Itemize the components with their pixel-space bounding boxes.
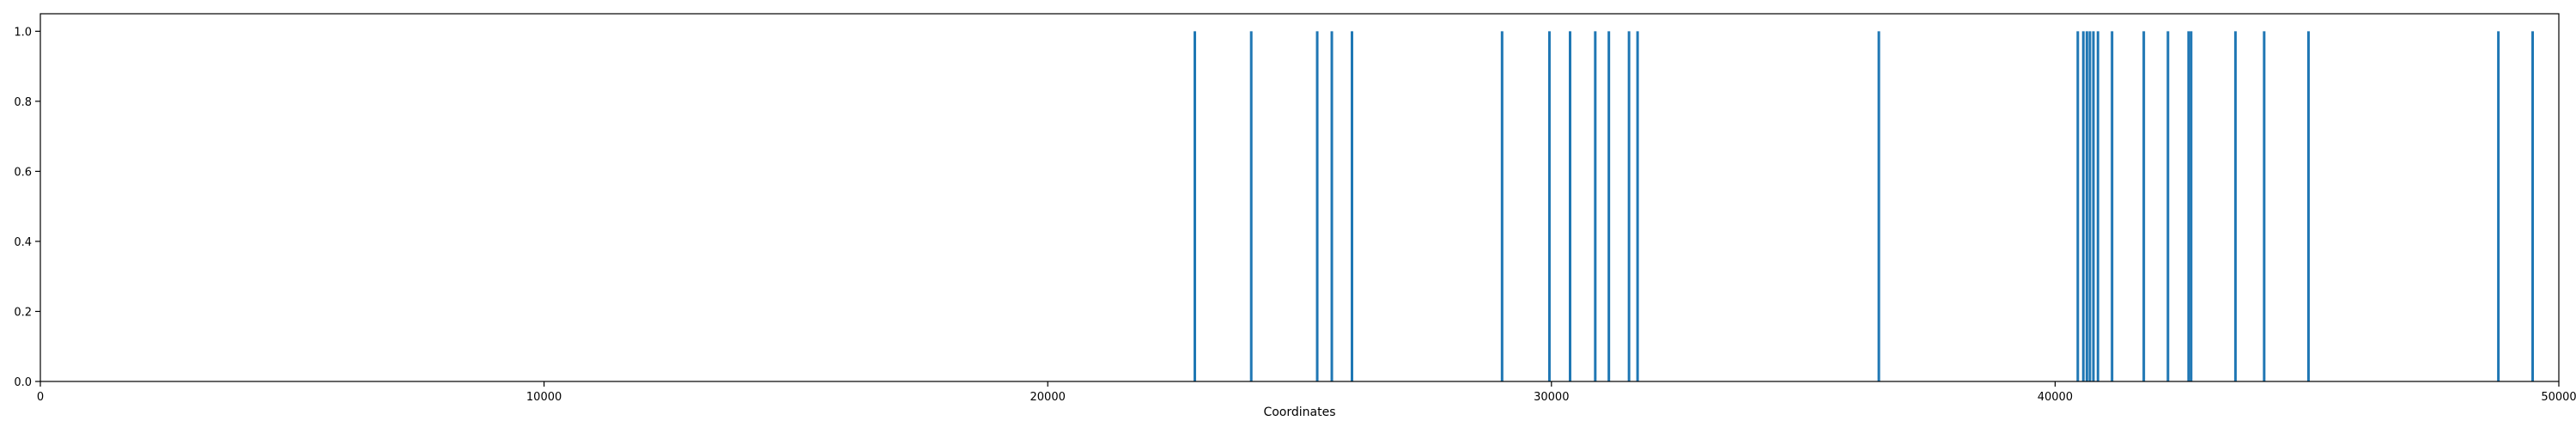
bar bbox=[2306, 31, 2310, 381]
bar bbox=[1315, 31, 1319, 381]
y-tick-label: 0.8 bbox=[14, 96, 32, 109]
bar bbox=[1547, 31, 1551, 381]
bar bbox=[1330, 31, 1334, 381]
y-axis-ticks: 0.0 0.2 0.4 0.6 0.8 1.0 bbox=[14, 26, 40, 389]
bar bbox=[1594, 31, 1597, 381]
bar bbox=[2190, 31, 2193, 381]
bar bbox=[1351, 31, 1354, 381]
bar bbox=[1193, 31, 1196, 381]
bars-group bbox=[1193, 31, 2534, 381]
x-tick-label: 20000 bbox=[1030, 391, 1066, 404]
x-tick-label: 40000 bbox=[2038, 391, 2073, 404]
y-tick-label: 0.4 bbox=[14, 236, 32, 249]
y-tick-label: 0.6 bbox=[14, 166, 32, 179]
bar bbox=[2092, 31, 2095, 381]
y-tick-label: 0.2 bbox=[14, 306, 32, 319]
bar bbox=[2096, 31, 2099, 381]
x-axis-label: Coordinates bbox=[1263, 406, 1335, 419]
bar bbox=[2142, 31, 2146, 381]
y-tick-label: 1.0 bbox=[14, 26, 32, 39]
bar bbox=[2085, 31, 2088, 381]
x-tick-label: 50000 bbox=[2541, 391, 2576, 404]
bar bbox=[2076, 31, 2080, 381]
bar bbox=[2263, 31, 2266, 381]
bar bbox=[2166, 31, 2170, 381]
plot-frame bbox=[39, 13, 2560, 382]
bar bbox=[1627, 31, 1631, 381]
bar bbox=[1500, 31, 1504, 381]
bar bbox=[2497, 31, 2500, 381]
bar bbox=[2088, 31, 2092, 381]
bar bbox=[2531, 31, 2534, 381]
bar bbox=[2187, 31, 2190, 381]
bar bbox=[1607, 31, 1611, 381]
bar bbox=[2081, 31, 2085, 381]
x-tick-label: 10000 bbox=[526, 391, 562, 404]
x-axis-ticks: 0 10000 20000 30000 40000 50000 bbox=[37, 381, 2576, 404]
x-tick-label: 0 bbox=[37, 391, 44, 404]
bar bbox=[1569, 31, 1571, 381]
bar bbox=[2233, 31, 2237, 381]
x-tick-label: 30000 bbox=[1534, 391, 1569, 404]
bar bbox=[1636, 31, 1639, 381]
bar bbox=[2111, 31, 2114, 381]
bar bbox=[1249, 31, 1253, 381]
y-tick-label: 0.0 bbox=[14, 376, 32, 389]
bar bbox=[1877, 31, 1880, 381]
